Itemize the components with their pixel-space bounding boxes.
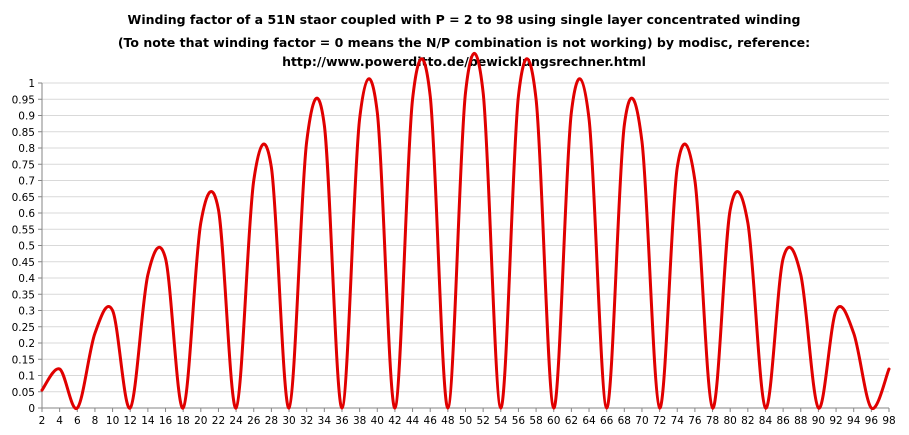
y-tick-label: 0.25 [12,322,35,334]
series-lines [40,52,891,410]
x-tick-label: 64 [582,415,596,427]
y-tick-label: 0.1 [18,371,35,383]
x-tick-label: 4 [56,415,63,427]
y-tick-label: 0.95 [12,94,35,106]
x-tick-label: 14 [141,415,155,427]
x-tick-label: 32 [300,415,313,427]
x-tick-label: 54 [494,415,508,427]
y-tick-label: 0 [28,403,35,415]
x-tick-label: 62 [565,415,578,427]
y-tick-label: 0.75 [12,159,35,171]
x-tick-label: 80 [724,415,737,427]
y-tick-label: 0.9 [18,111,35,123]
x-tick-label: 12 [124,415,137,427]
x-tick-label: 10 [106,415,119,427]
x-tick-label: 22 [212,415,225,427]
x-tick-label: 18 [176,415,189,427]
y-tick-label: 0.4 [18,273,35,285]
x-tick-label: 44 [406,415,420,427]
x-tick-label: 70 [635,415,648,427]
x-tick-label: 74 [671,415,685,427]
x-tick-label: 26 [247,415,261,427]
y-tick-label: 0.3 [18,306,35,318]
x-tick-label: 60 [547,415,560,427]
x-tick-label: 40 [371,415,384,427]
x-tick-label: 68 [618,415,631,427]
x-tick-label: 38 [353,415,366,427]
x-tick-label: 20 [194,415,207,427]
y-tick-label: 0.65 [12,192,35,204]
y-tick-label: 0.8 [18,143,35,155]
x-tick-label: 30 [282,415,295,427]
x-tick-label: 88 [794,415,807,427]
x-tick-label: 50 [459,415,472,427]
x-tick-label: 48 [441,415,454,427]
chart-title-line-3: http://www.powerditto.de/bewicklungsrech… [282,54,646,69]
x-tick-label: 8 [92,415,99,427]
x-tick-label: 16 [159,415,173,427]
x-tick-label: 92 [829,415,842,427]
y-tick-label: 1 [28,78,35,90]
x-tick-label: 72 [653,415,666,427]
y-tick-label: 0.45 [12,257,35,269]
y-tick-label: 0.85 [12,127,35,139]
x-tick-label: 42 [388,415,401,427]
y-tick-label: 0.7 [18,176,35,188]
y-tick-label: 0.05 [12,387,35,399]
x-tick-label: 98 [882,415,895,427]
x-tick-label: 58 [529,415,542,427]
x-tick-label: 36 [335,415,349,427]
x-tick-label: 86 [776,415,790,427]
chart-title: Winding factor of a 51N staor coupled wi… [118,12,810,69]
series-line-winding-factor [40,52,891,410]
axes [38,82,890,412]
x-tick-label: 2 [39,415,46,427]
y-tick-label: 0.2 [18,338,35,350]
x-tick-label: 76 [688,415,702,427]
x-tick-label: 52 [476,415,489,427]
x-tick-label: 6 [74,415,81,427]
x-tick-label: 94 [847,415,861,427]
x-tick-label: 46 [424,415,438,427]
x-tick-label: 24 [229,415,243,427]
chart-title-line-2: (To note that winding factor = 0 means t… [118,35,810,50]
x-tick-label: 28 [265,415,278,427]
chart-title-line-1: Winding factor of a 51N staor coupled wi… [128,12,801,27]
y-tick-label: 0.15 [12,354,35,366]
x-tick-label: 78 [706,415,719,427]
x-tick-label: 96 [865,415,879,427]
y-tick-label: 0.55 [12,224,35,236]
y-axis-tick-labels: 0 0.05 0.1 0.15 0.2 0.25 0.3 0.35 0.4 0.45 0.5 0.55… [12,78,36,415]
x-tick-label: 84 [759,415,773,427]
x-axis-tick-labels: 2 4 6 8 10 12 14 16 18 20 22 24 26 28 30 32 34 36 38 40 42 44… [39,415,896,427]
y-tick-label: 0.35 [12,289,35,301]
gridlines [42,82,889,393]
x-tick-label: 66 [600,415,614,427]
y-tick-label: 0.6 [18,208,35,220]
x-tick-label: 82 [741,415,754,427]
x-tick-label: 56 [512,415,526,427]
y-tick-label: 0.5 [18,241,35,253]
x-tick-label: 90 [812,415,825,427]
x-tick-label: 34 [318,415,332,427]
